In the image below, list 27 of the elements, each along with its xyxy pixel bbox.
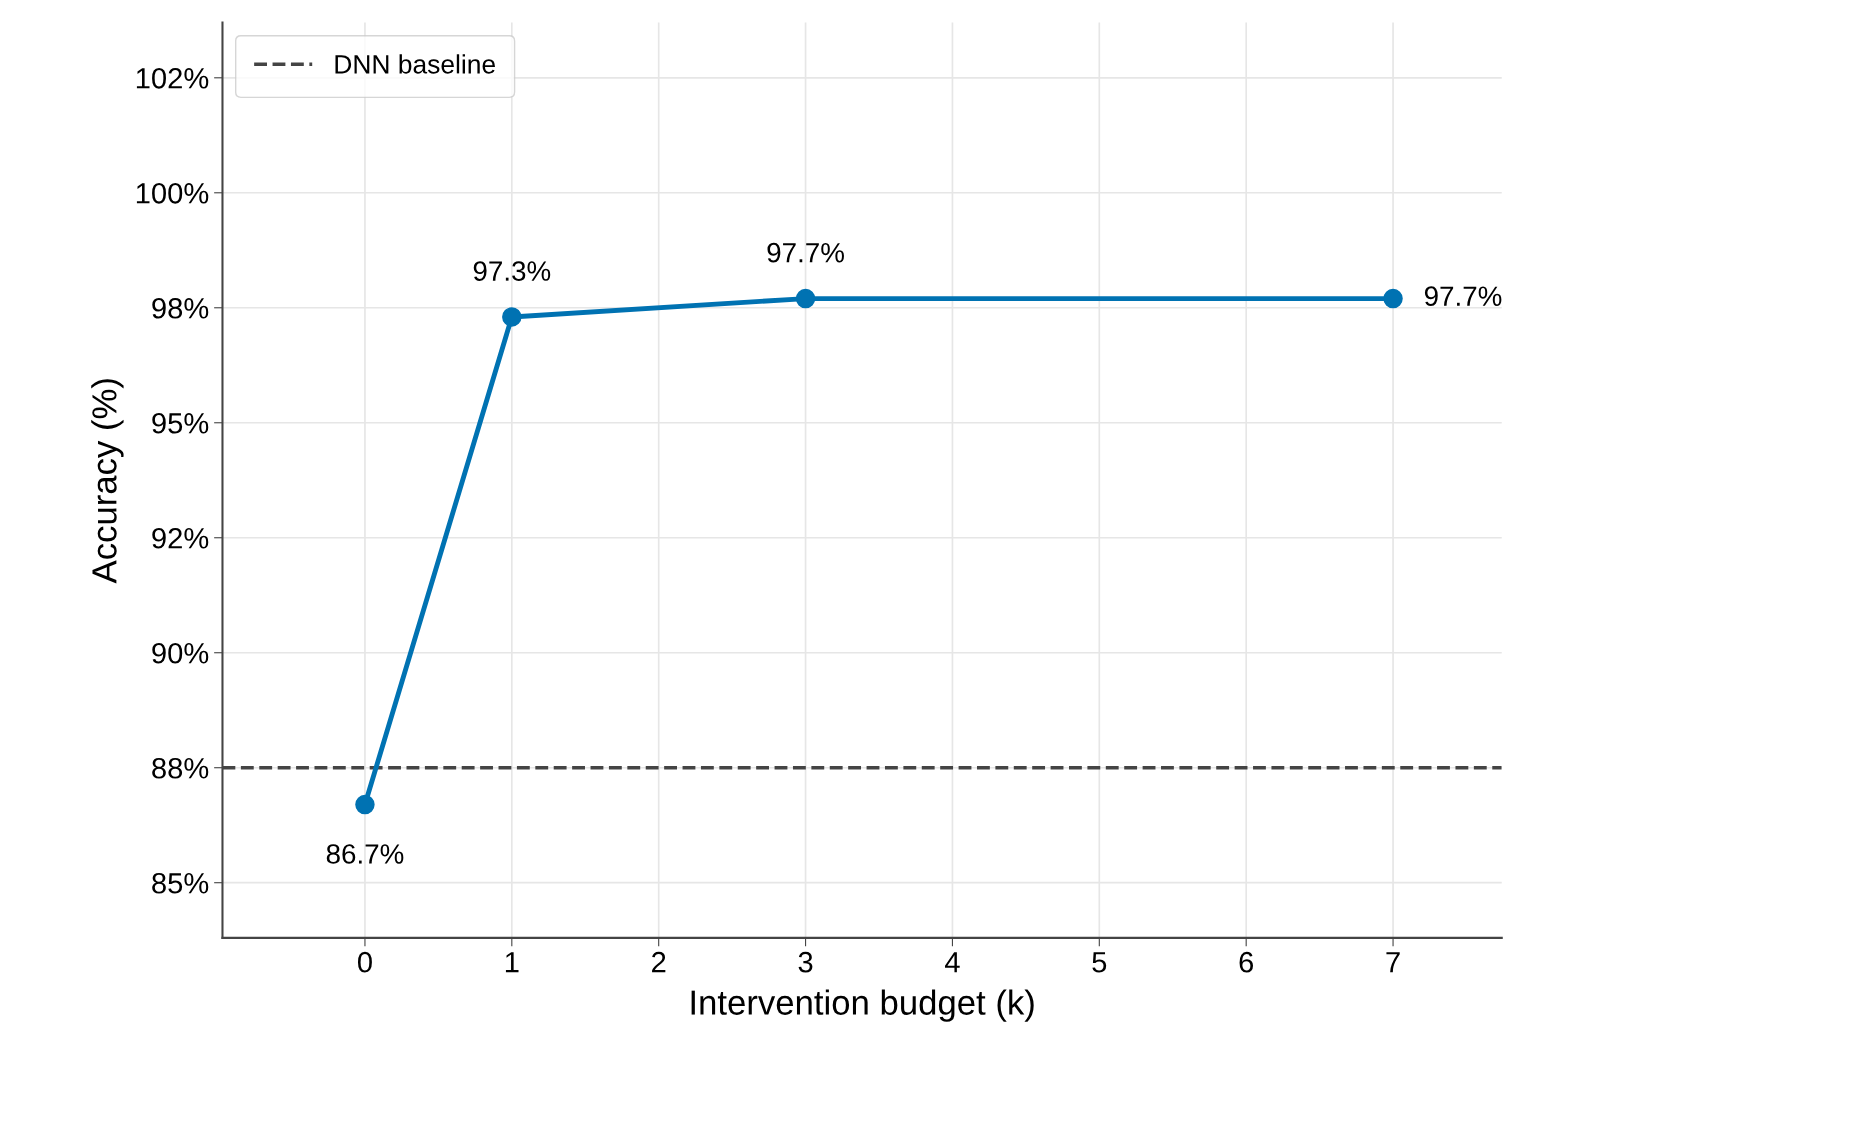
y-tick-label: 98% xyxy=(152,297,209,319)
y-tick-label: 100% xyxy=(136,182,209,204)
point xyxy=(1383,288,1403,309)
data-label: 86.7% xyxy=(326,844,404,864)
y-tick-label: 95% xyxy=(152,412,209,434)
point xyxy=(502,307,522,327)
point xyxy=(355,794,375,815)
legend-label: DNN baseline xyxy=(335,54,495,74)
y-axis-title: Accuracy (%) xyxy=(91,379,124,584)
x-tick-label: 2 xyxy=(652,951,666,973)
y-tick-label: 92% xyxy=(152,527,209,549)
x-tick-label: 0 xyxy=(357,951,372,973)
y-tick-label: 88% xyxy=(152,757,209,779)
y-tick-label: 102% xyxy=(136,68,209,89)
x-axis-title: Intervention budget (k) xyxy=(691,989,1034,1022)
data-label: 97.7% xyxy=(1424,286,1502,307)
x-tick-label: 7 xyxy=(1386,952,1400,973)
x-tick-label: 3 xyxy=(798,951,813,973)
x-tick-label: 6 xyxy=(1239,951,1254,973)
data-label: 97.7% xyxy=(767,242,844,263)
y-tick-label: 85% xyxy=(152,872,209,894)
y-tick-label: 90% xyxy=(152,642,209,664)
x-tick-label: 5 xyxy=(1092,952,1107,973)
data-label: 97.3% xyxy=(473,261,551,281)
point xyxy=(795,288,816,309)
x-tick-label: 1 xyxy=(505,952,519,973)
x-tick-label: 4 xyxy=(945,952,960,973)
